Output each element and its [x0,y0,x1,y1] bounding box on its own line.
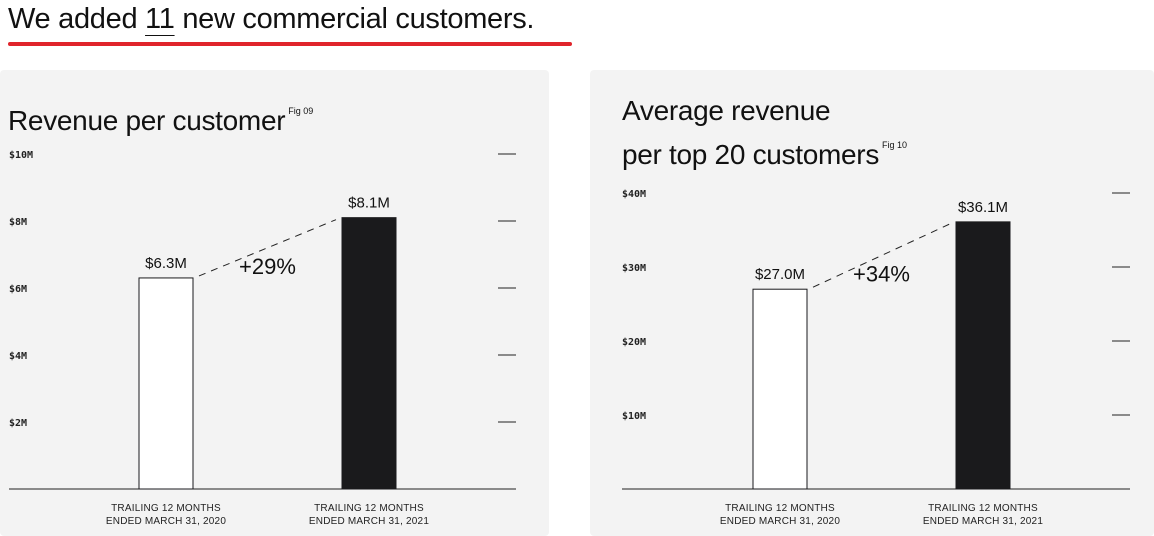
chart-1-bar-1 [138,277,194,490]
chart-1-change-label: +29% [239,254,296,279]
chart-2-title: Average revenue per top 20 customers Fig 1… [622,94,907,172]
chart-2-bar-1 [752,288,808,490]
avg-revenue-top20-chart: $10M $20M $30M $40M $27.0M TRAILING 12 MONTHS… [622,189,1130,527]
headline: We added 11 new commercial customers. [8,2,535,36]
chart-1-category-1-line-2: ENDED MARCH 31, 2020 [106,516,226,527]
chart-2-category-1-line-2: ENDED MARCH 31, 2020 [720,516,840,527]
chart-2-ytick-label: $30M [622,263,646,274]
chart-2-ytick-label: $10M [622,411,646,422]
chart-1-title-text: Revenue per customer [8,105,286,136]
chart-1-ytick-label: $8M [9,217,27,228]
chart-2-bar-2-value: $36.1M [958,199,1008,216]
headline-number: 11 [145,3,175,35]
avg-revenue-top20-card: Average revenue per top 20 customers Fig 1… [590,70,1154,536]
chart-1-bar-2 [341,217,397,490]
chart-2-bar-2 [955,221,1011,490]
chart-1-category-2-line-2: ENDED MARCH 31, 2021 [309,516,429,527]
chart-2-title-line-2: per top 20 customers [622,139,880,170]
chart-1-ytick-label: $4M [9,351,27,362]
chart-1-bar-1-value: $6.3M [145,255,187,272]
chart-1-category-2-line-1: TRAILING 12 MONTHS [314,503,424,514]
chart-1-ytick-label: $6M [9,284,27,295]
chart-2-title-line-1: Average revenue [622,95,831,126]
headline-prefix: We added [8,3,146,35]
chart-2-bar-1-value: $27.0M [755,266,805,283]
chart-1-category-1-line-1: TRAILING 12 MONTHS [111,503,221,514]
revenue-per-customer-chart: $2M $4M $6M $8M $10M $6.3M TRAILING 12 MONTHS E… [9,150,516,527]
chart-2-category-1-line-1: TRAILING 12 MONTHS [725,503,835,514]
headline-suffix: new commercial customers. [174,3,535,35]
headline-underline [8,42,572,46]
chart-1-bar-2-value: $8.1M [348,195,390,212]
chart-1-fig-label: Fig 09 [288,106,314,116]
chart-1-ytick-label: $2M [9,418,27,429]
chart-2-ytick-label: $40M [622,189,646,200]
chart-2-fig-label: Fig 10 [882,140,908,150]
chart-1-ytick-label: $10M [9,150,33,161]
chart-2-category-2-line-1: TRAILING 12 MONTHS [928,503,1038,514]
chart-2-ytick-label: $20M [622,337,646,348]
chart-2-category-2-line-2: ENDED MARCH 31, 2021 [923,516,1043,527]
chart-1-change-connector [198,219,337,277]
chart-1-title: Revenue per customer Fig 09 [8,94,313,138]
chart-2-change-label: +34% [853,262,910,287]
revenue-per-customer-card: Revenue per customer Fig 09 $2M $4M $6M $8M $… [0,70,549,536]
